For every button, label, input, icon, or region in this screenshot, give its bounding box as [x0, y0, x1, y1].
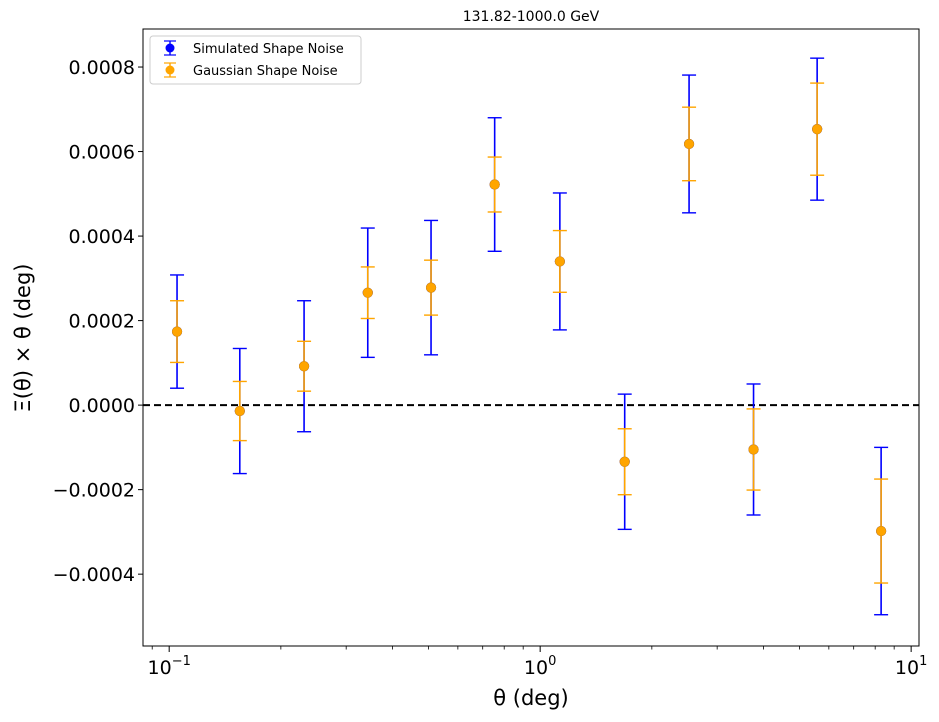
data-point: [748, 444, 759, 455]
x-axis: 10−1 100 101: [148, 646, 927, 679]
y-tick-label: 0.0006: [69, 142, 135, 164]
x-tick-exponent: 1: [919, 654, 927, 669]
data-point: [876, 525, 887, 537]
legend-label: Gaussian Shape Noise: [193, 64, 338, 79]
data-point: [554, 256, 565, 267]
series-group: [170, 57, 889, 616]
y-tick-label: 0.0000: [69, 395, 135, 417]
x-tick-label: 10−1: [148, 654, 191, 679]
y-tick-label: −0.0002: [53, 480, 135, 502]
data-point: [812, 124, 823, 135]
x-tick-label: 101: [895, 654, 927, 679]
data-point: [362, 287, 373, 298]
plot-area: [142, 28, 920, 647]
legend-entries: Simulated Shape Noise Gaussian Shape Nois…: [164, 40, 344, 79]
data-point: [489, 179, 500, 190]
x-tick-exponent: −1: [172, 654, 191, 669]
x-tick-base: 10: [148, 657, 172, 679]
data-point: [683, 138, 695, 150]
data-point: [234, 405, 245, 417]
series-gaussian-shape-noise: [170, 82, 889, 584]
chart-title: 131.82-1000.0 GeV: [463, 9, 600, 25]
data-point: [619, 456, 630, 467]
x-tick-base: 10: [524, 657, 548, 679]
y-tick-label: −0.0004: [53, 564, 135, 586]
x-tick-base: 10: [895, 657, 919, 679]
y-tick-label: 0.0004: [69, 226, 135, 248]
legend-marker: [165, 65, 175, 75]
data-point: [171, 326, 183, 337]
y-axis-label: Ξ(θ) × θ (deg): [11, 264, 35, 413]
plot-frame: [142, 28, 920, 647]
y-axis: −0.0004 −0.0002 0.0000 0.0002 0.0004 0.0006 0.…: [53, 57, 143, 586]
x-axis-label: θ (deg): [493, 686, 569, 710]
legend: Simulated Shape Noise Gaussian Shape Nois…: [149, 35, 362, 85]
legend-label: Simulated Shape Noise: [193, 42, 344, 57]
data-point: [425, 282, 437, 293]
x-tick-exponent: 0: [548, 654, 556, 669]
y-tick-label: 0.0002: [69, 311, 135, 333]
legend-box: [149, 35, 362, 85]
x-tick-label: 100: [524, 654, 556, 679]
y-tick-label: 0.0008: [69, 57, 135, 79]
data-point: [298, 361, 310, 372]
legend-marker: [165, 43, 175, 53]
